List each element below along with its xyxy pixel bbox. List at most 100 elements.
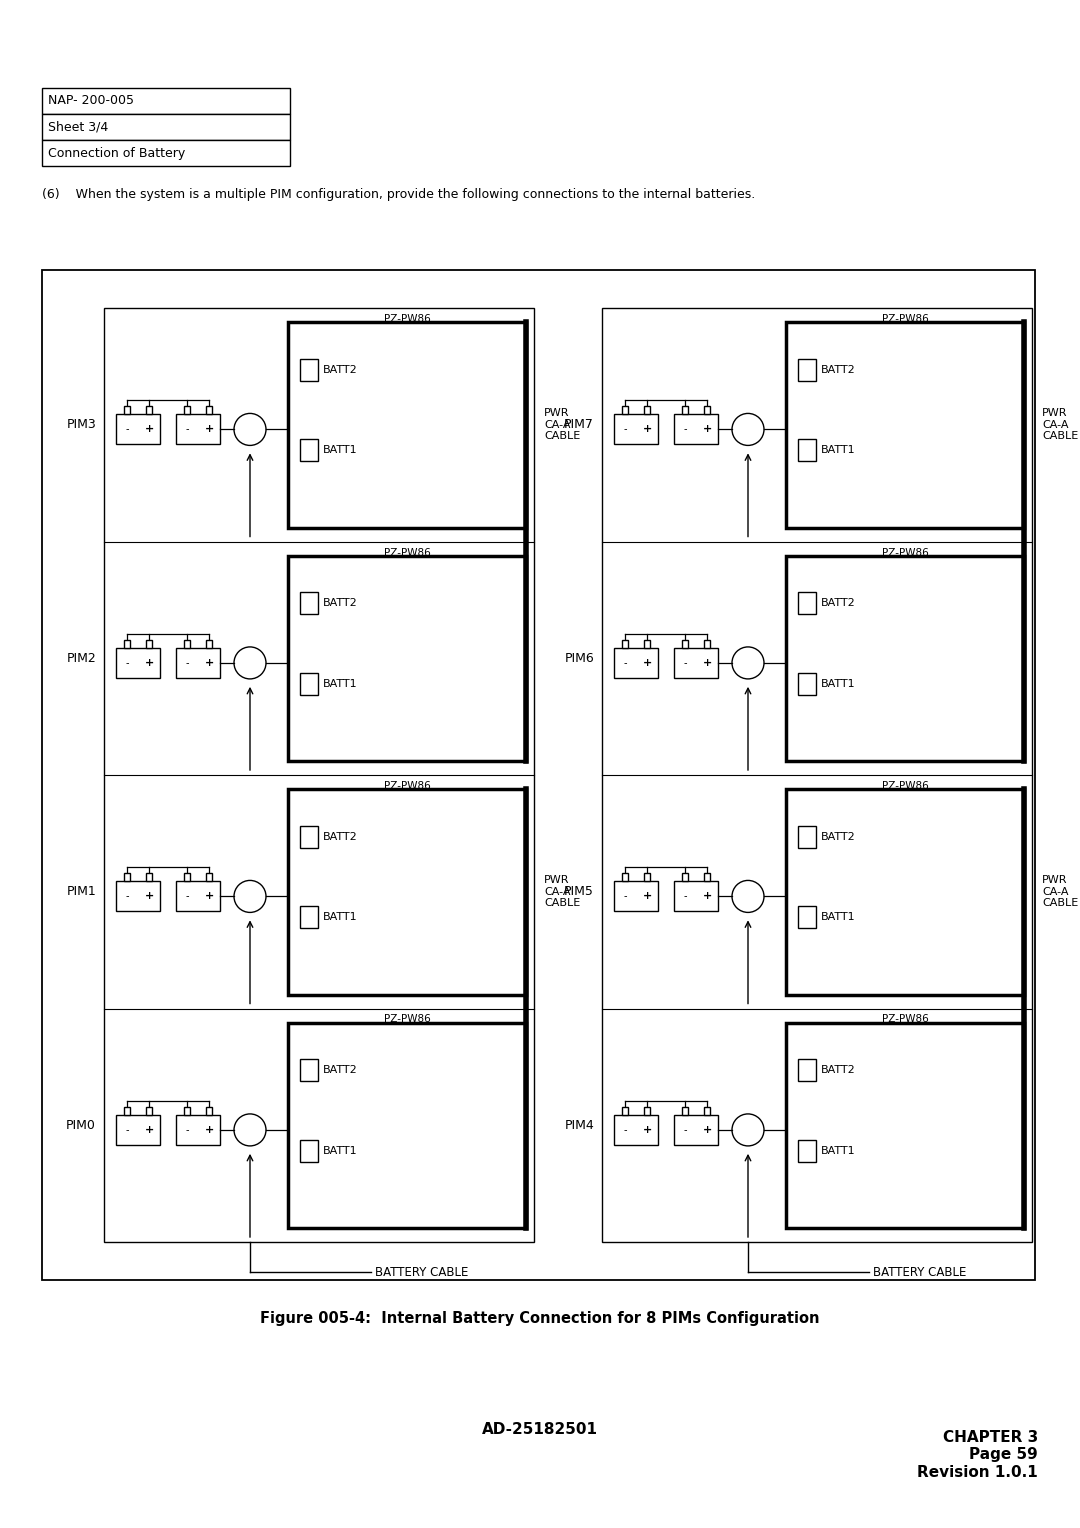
Bar [184,640,190,648]
Bar [798,359,816,380]
Bar [184,874,190,882]
Text: BATT1: BATT1 [323,912,357,921]
Text: BATT2: BATT2 [323,365,357,374]
Bar [176,648,220,678]
Text: +: + [702,425,712,434]
Bar [704,640,710,648]
Text: +: + [145,891,153,902]
Bar [615,414,658,445]
Text: +: + [145,659,153,668]
Text: PWR
CA-A
CABLE: PWR CA-A CABLE [544,876,580,908]
Text: +: + [643,1125,651,1135]
Bar [704,874,710,882]
Text: BATT2: BATT2 [821,365,855,374]
Bar [300,672,318,695]
Bar [124,1106,130,1115]
Text: PZ-PW86: PZ-PW86 [383,1015,430,1024]
Text: -: - [125,1125,129,1135]
Text: PWR
CA-A
CABLE: PWR CA-A CABLE [544,408,580,442]
Text: +: + [145,425,153,434]
Bar [300,906,318,927]
Text: BATT1: BATT1 [821,678,855,689]
Bar [176,882,220,911]
Bar [786,788,1024,995]
Text: BATT1: BATT1 [323,678,357,689]
Text: +: + [702,659,712,668]
Bar [681,1106,688,1115]
Bar [288,322,526,527]
Text: -: - [186,891,189,902]
Bar [798,1059,816,1082]
Bar [176,414,220,445]
Text: BATTERY CABLE: BATTERY CABLE [375,1265,468,1279]
Text: PIM7: PIM7 [564,419,594,431]
Bar [146,406,152,414]
Bar [674,414,718,445]
Text: +: + [643,425,651,434]
Text: +: + [643,659,651,668]
Bar [622,406,627,414]
Bar [176,1115,220,1144]
Bar [615,648,658,678]
Text: Sheet 3/4: Sheet 3/4 [48,121,108,133]
Bar [622,640,627,648]
Text: -: - [186,425,189,434]
Text: -: - [684,659,687,668]
Bar [798,906,816,927]
Text: PWR
CA-A
CABLE: PWR CA-A CABLE [1042,408,1078,442]
Text: +: + [145,1125,153,1135]
Bar [146,874,152,882]
Bar [674,648,718,678]
Text: +: + [204,891,214,902]
Bar [644,406,650,414]
Bar [681,640,688,648]
Bar [206,406,212,414]
Text: PIM3: PIM3 [66,419,96,431]
Text: -: - [125,891,129,902]
Bar [674,882,718,911]
Bar [704,1106,710,1115]
Text: -: - [623,425,626,434]
Bar [300,359,318,380]
Text: -: - [623,1125,626,1135]
Bar [42,115,291,141]
Text: BATT2: BATT2 [323,1065,357,1076]
Bar [300,439,318,461]
Text: PIM2: PIM2 [66,652,96,665]
Text: PZ-PW86: PZ-PW86 [383,313,430,324]
Bar [644,874,650,882]
Bar [184,1106,190,1115]
Text: +: + [204,1125,214,1135]
Bar [798,593,816,614]
Text: PWR
CA-A
CABLE: PWR CA-A CABLE [1042,876,1078,908]
Bar [42,270,1035,1280]
Bar [206,874,212,882]
Text: (6)    When the system is a multiple PIM configuration, provide the following co: (6) When the system is a multiple PIM co… [42,188,755,202]
Text: PIM6: PIM6 [564,652,594,665]
Bar [300,1140,318,1161]
Text: Figure 005-4:  Internal Battery Connection for 8 PIMs Configuration: Figure 005-4: Internal Battery Connectio… [260,1311,820,1325]
Text: PZ-PW86: PZ-PW86 [881,781,929,792]
Text: BATT2: BATT2 [323,831,357,842]
Text: PZ-PW86: PZ-PW86 [383,547,430,558]
Text: PIM5: PIM5 [564,885,594,898]
Bar [622,1106,627,1115]
Text: PIM4: PIM4 [564,1118,594,1132]
Bar [615,1115,658,1144]
Text: BATTERY CABLE: BATTERY CABLE [873,1265,966,1279]
Bar [288,556,526,761]
Text: PIM0: PIM0 [66,1118,96,1132]
Text: CHAPTER 3
Page 59
Revision 1.0.1: CHAPTER 3 Page 59 Revision 1.0.1 [917,1430,1038,1479]
Bar [116,414,160,445]
Bar [42,141,291,167]
Bar [615,882,658,911]
Bar [644,1106,650,1115]
Bar [681,406,688,414]
Bar [798,1140,816,1161]
Text: BATT2: BATT2 [323,599,357,608]
Text: -: - [125,659,129,668]
Bar [146,640,152,648]
Bar [288,788,526,995]
Text: BATT1: BATT1 [323,445,357,455]
Text: -: - [684,891,687,902]
